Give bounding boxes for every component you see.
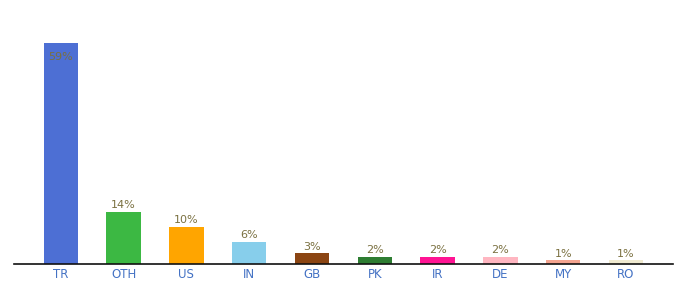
Text: 59%: 59% [48, 52, 73, 62]
Text: 10%: 10% [174, 215, 199, 225]
Text: 1%: 1% [554, 249, 572, 259]
Bar [358, 256, 392, 264]
Text: 1%: 1% [617, 249, 634, 259]
Text: 6%: 6% [241, 230, 258, 240]
Bar [420, 256, 455, 264]
Text: 2%: 2% [428, 245, 447, 255]
Text: 2%: 2% [492, 245, 509, 255]
Bar [483, 256, 517, 264]
Bar [546, 260, 581, 264]
Text: 14%: 14% [112, 200, 136, 210]
Text: 2%: 2% [366, 245, 384, 255]
Bar [169, 226, 204, 264]
Bar [106, 212, 141, 264]
Bar [44, 43, 78, 264]
Bar [609, 260, 643, 264]
Bar [294, 253, 329, 264]
Bar [232, 242, 267, 264]
Text: 3%: 3% [303, 242, 321, 252]
